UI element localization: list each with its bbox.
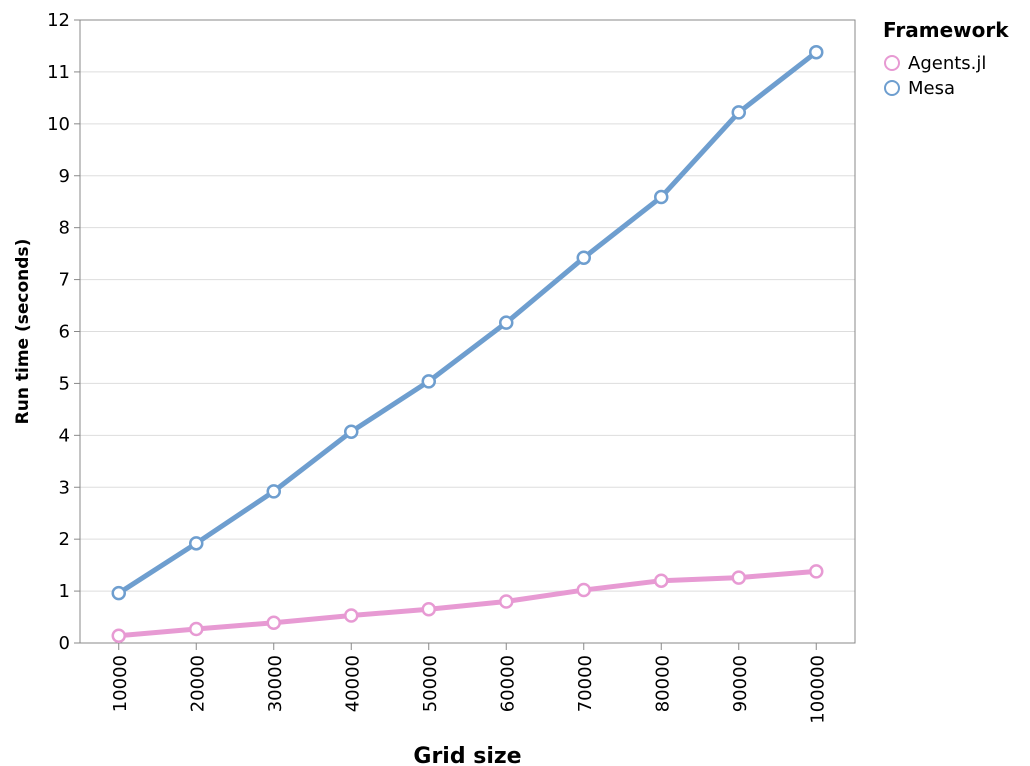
y-tick-label: 6 [59,322,70,343]
data-point-mesa [809,44,824,60]
y-tick-label: 1 [59,581,70,602]
legend-symbol [884,55,900,71]
data-point-mesa [731,105,746,120]
legend-symbol [884,80,900,96]
y-axis-title: Run time (seconds) [13,239,33,425]
y-tick-label: 10 [47,114,70,135]
data-point-agents-jl [111,628,126,643]
y-tick-label: 8 [59,218,70,239]
y-tick-label: 0 [59,633,70,654]
legend: Framework Agents.jl Mesa [883,18,1009,99]
data-point-mesa [111,585,126,601]
legend-item-agents-jl: Agents.jl [884,53,986,74]
series-layer [111,44,824,643]
x-tick-label: 60000 [497,655,518,712]
data-point-agents-jl [731,570,746,585]
data-point-agents-jl [576,582,591,598]
data-point-mesa [344,424,359,439]
data-point-mesa [266,484,281,499]
series-agents-jl [111,564,824,643]
data-point-agents-jl [499,594,514,609]
x-tick-label: 80000 [652,655,673,712]
legend-label: Mesa [908,78,955,99]
data-point-agents-jl [421,602,436,617]
y-tick-label: 3 [59,477,70,498]
y-tick-label: 11 [47,62,70,83]
y-tick-label: 7 [59,270,70,291]
y-tick-label: 2 [59,529,70,550]
data-point-mesa [189,536,204,551]
x-axis-title: Grid size [413,744,521,766]
y-tick-label: 5 [59,373,70,394]
data-point-mesa [421,374,436,389]
y-tick-label: 4 [59,425,70,446]
x-tick-label: 20000 [187,655,208,712]
series-mesa [111,44,824,601]
series-line-mesa [116,49,819,596]
legend-label: Agents.jl [908,53,986,74]
x-tick-label: 30000 [265,655,286,712]
x-tick-label: 50000 [420,655,441,712]
x-tick-label: 10000 [110,655,131,712]
y-tick-label: 12 [47,10,70,31]
series-line-agents-jl [116,568,819,639]
x-tick-label: 40000 [342,655,363,712]
x-axis: 10000 20000 30000 40000 50000 60000 70000 80000… [110,643,828,724]
data-point-mesa [499,315,514,330]
x-tick-label: 70000 [575,655,596,712]
data-point-mesa [654,189,669,205]
data-point-mesa [576,250,591,266]
data-point-agents-jl [189,621,204,637]
data-point-agents-jl [809,564,824,579]
data-point-agents-jl [344,608,359,623]
data-point-agents-jl [266,615,281,631]
y-tick-label: 9 [59,166,70,187]
legend-item-mesa: Mesa [884,78,955,99]
x-tick-label: 100000 [807,655,828,724]
legend-title: Framework [883,18,1009,42]
x-tick-label: 90000 [730,655,751,712]
data-point-agents-jl [654,573,669,588]
